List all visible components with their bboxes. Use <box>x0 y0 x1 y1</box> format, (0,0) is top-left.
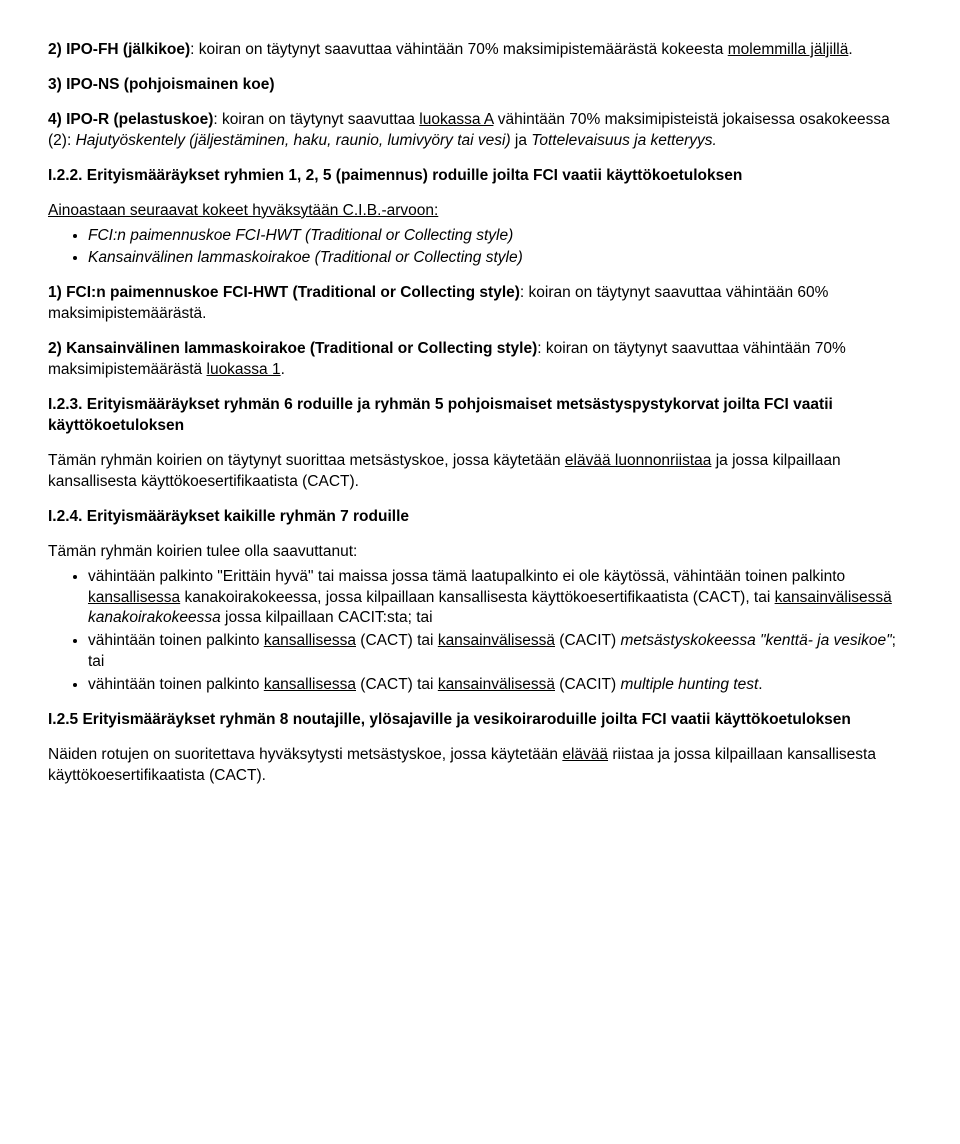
bullet-list-group7: vähintään palkinto "Erittäin hyvä" tai m… <box>48 567 912 697</box>
heading-i23: I.2.3. Erityismääräykset ryhmän 6 roduil… <box>48 395 912 437</box>
text: (CACIT) <box>555 676 620 693</box>
underline: kansallisessa <box>264 632 356 649</box>
list-item: vähintään toinen palkinto kansallisessa … <box>88 631 912 673</box>
text: ja <box>515 132 531 149</box>
lead: 2) IPO-FH (jälkikoe) <box>48 41 190 58</box>
paragraph-ipo-ns: 3) IPO-NS (pohjoismainen koe) <box>48 75 912 96</box>
text: (CACIT) <box>555 632 620 649</box>
text: vähintään toinen palkinto <box>88 676 264 693</box>
italic: metsästyskokeessa "kenttä- ja vesikoe" <box>620 632 891 649</box>
bullet-list-cib: FCI:n paimennuskoe FCI-HWT (Traditional … <box>48 226 912 270</box>
italic: multiple hunting test <box>620 676 758 693</box>
underline: elävää luonnonriistaa <box>565 452 712 469</box>
lead: 3) IPO-NS (pohjoismainen koe) <box>48 76 275 93</box>
text: kanakoirakokeessa, jossa kilpaillaan kan… <box>180 589 774 606</box>
text: : koiran on täytynyt saavuttaa <box>213 111 419 128</box>
intro-cib: Ainoastaan seuraavat kokeet hyväksytään … <box>48 201 912 222</box>
text: Näiden rotujen on suoritettava hyväksyty… <box>48 746 562 763</box>
underline: kansainvälisessä <box>438 632 555 649</box>
text: jossa kilpaillaan CACIT:sta; tai <box>221 609 433 626</box>
underline: elävää <box>562 746 608 763</box>
lead: 1) FCI:n paimennuskoe FCI-HWT (Tradition… <box>48 284 520 301</box>
text: Tämän ryhmän koirien on täytynyt suoritt… <box>48 452 565 469</box>
text: (CACT) tai <box>356 676 438 693</box>
italic: kanakoirakokeessa <box>88 609 221 626</box>
underline: kansallisessa <box>88 589 180 606</box>
lead: 4) IPO-R (pelastuskoe) <box>48 111 213 128</box>
paragraph-ipo-r: 4) IPO-R (pelastuskoe): koiran on täytyn… <box>48 110 912 152</box>
paragraph-fci-hwt: 1) FCI:n paimennuskoe FCI-HWT (Tradition… <box>48 283 912 325</box>
heading-i25: I.2.5 Erityismääräykset ryhmän 8 noutaji… <box>48 710 912 731</box>
text: : koiran on täytynyt saavuttaa vähintään… <box>190 41 728 58</box>
underline: Ainoastaan seuraavat kokeet hyväksytään … <box>48 202 438 219</box>
list-item: vähintään palkinto "Erittäin hyvä" tai m… <box>88 567 912 630</box>
list-item: Kansainvälinen lammaskoirakoe (Tradition… <box>88 248 912 269</box>
paragraph-ipo-fh: 2) IPO-FH (jälkikoe): koiran on täytynyt… <box>48 40 912 61</box>
underline: kansainvälisessä <box>438 676 555 693</box>
heading-i22: I.2.2. Erityismääräykset ryhmien 1, 2, 5… <box>48 166 912 187</box>
paragraph-lammaskoirakoe: 2) Kansainvälinen lammaskoirakoe (Tradit… <box>48 339 912 381</box>
intro-group7: Tämän ryhmän koirien tulee olla saavutta… <box>48 542 912 563</box>
lead: 2) Kansainvälinen lammaskoirakoe (Tradit… <box>48 340 537 357</box>
list-item: vähintään toinen palkinto kansallisessa … <box>88 675 912 696</box>
underline: luokassa 1 <box>207 361 281 378</box>
underline: kansallisessa <box>264 676 356 693</box>
list-item: FCI:n paimennuskoe FCI-HWT (Traditional … <box>88 226 912 247</box>
underline: molemmilla jäljillä <box>728 41 849 58</box>
text: (CACT) tai <box>356 632 438 649</box>
dot: . <box>848 41 852 58</box>
text: vähintään palkinto "Erittäin hyvä" tai m… <box>88 568 845 585</box>
italic: Tottelevaisuus ja ketteryys. <box>531 132 717 149</box>
heading-i24: I.2.4. Erityismääräykset kaikille ryhmän… <box>48 507 912 528</box>
underline: luokassa A <box>419 111 493 128</box>
text: vähintään toinen palkinto <box>88 632 264 649</box>
underline: kansainvälisessä <box>775 589 892 606</box>
paragraph-group6: Tämän ryhmän koirien on täytynyt suoritt… <box>48 451 912 493</box>
text: . <box>758 676 762 693</box>
paragraph-group8: Näiden rotujen on suoritettava hyväksyty… <box>48 745 912 787</box>
italic: Hajutyöskentely (jäljestäminen, haku, ra… <box>76 132 515 149</box>
dot: . <box>281 361 285 378</box>
